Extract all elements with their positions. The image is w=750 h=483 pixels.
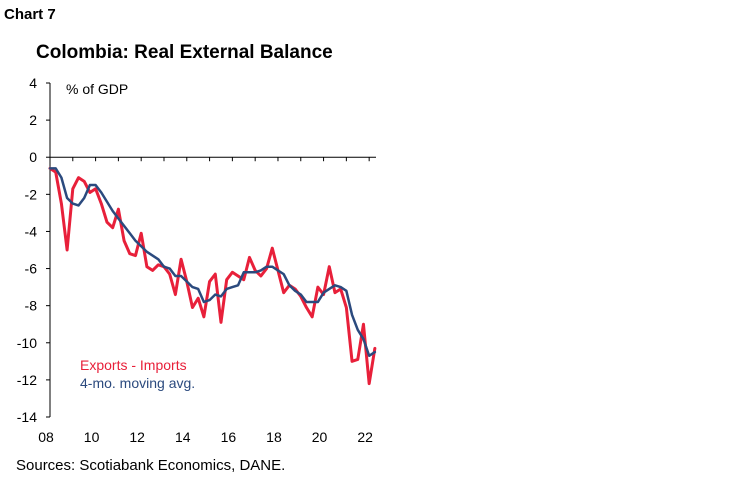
y-tick-label: 4 bbox=[29, 75, 37, 91]
x-tick-label: 12 bbox=[129, 429, 145, 445]
x-tick-label: 20 bbox=[312, 429, 328, 445]
x-tick-label: 14 bbox=[175, 429, 191, 445]
chart-number-label: Chart 7 bbox=[4, 6, 56, 23]
x-tick-label: 16 bbox=[221, 429, 237, 445]
series-line-moving-avg bbox=[48, 167, 377, 358]
x-tick-label: 22 bbox=[357, 429, 373, 445]
chart-title: Colombia: Real External Balance bbox=[36, 42, 333, 63]
x-tick-label: 18 bbox=[266, 429, 282, 445]
y-tick-label: 2 bbox=[29, 112, 37, 128]
y-tick-label: -2 bbox=[25, 186, 38, 202]
series-line-exports-imports bbox=[48, 166, 377, 386]
legend-entry-moving-avg: 4-mo. moving avg. bbox=[80, 375, 195, 391]
legend-entry-exports-imports: Exports - Imports bbox=[80, 357, 187, 373]
source-note: Sources: Scotiabank Economics, DANE. bbox=[16, 457, 286, 474]
x-tick-label: 10 bbox=[84, 429, 100, 445]
y-tick-label: -10 bbox=[17, 335, 37, 351]
chart-series-layer bbox=[48, 166, 377, 386]
x-tick-label: 08 bbox=[38, 429, 54, 445]
y-tick-label: -12 bbox=[17, 372, 37, 388]
y-tick-label: -8 bbox=[25, 298, 38, 314]
y-tick-label: -4 bbox=[25, 223, 38, 239]
y-tick-label: -14 bbox=[17, 409, 37, 425]
chart-legend: Exports - Imports 4-mo. moving avg. bbox=[80, 357, 195, 391]
y-axis-label: % of GDP bbox=[66, 81, 128, 97]
y-tick-label: -6 bbox=[25, 261, 38, 277]
y-tick-label: 0 bbox=[29, 149, 37, 165]
